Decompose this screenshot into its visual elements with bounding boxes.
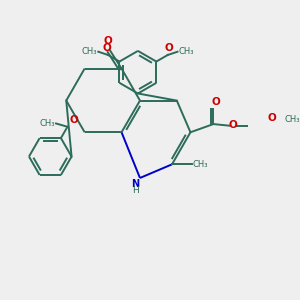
Text: O: O xyxy=(103,36,112,46)
Text: O: O xyxy=(102,43,111,52)
Text: CH₃: CH₃ xyxy=(40,119,55,128)
Text: H: H xyxy=(132,186,138,195)
Text: O: O xyxy=(229,120,237,130)
Text: CH₃: CH₃ xyxy=(82,47,98,56)
Text: O: O xyxy=(70,115,79,125)
Text: CH₃: CH₃ xyxy=(193,160,208,169)
Text: O: O xyxy=(165,43,174,52)
Text: N: N xyxy=(131,179,139,189)
Text: O: O xyxy=(212,97,220,107)
Text: O: O xyxy=(268,113,277,123)
Text: CH₃: CH₃ xyxy=(178,47,194,56)
Text: CH₃: CH₃ xyxy=(285,115,300,124)
